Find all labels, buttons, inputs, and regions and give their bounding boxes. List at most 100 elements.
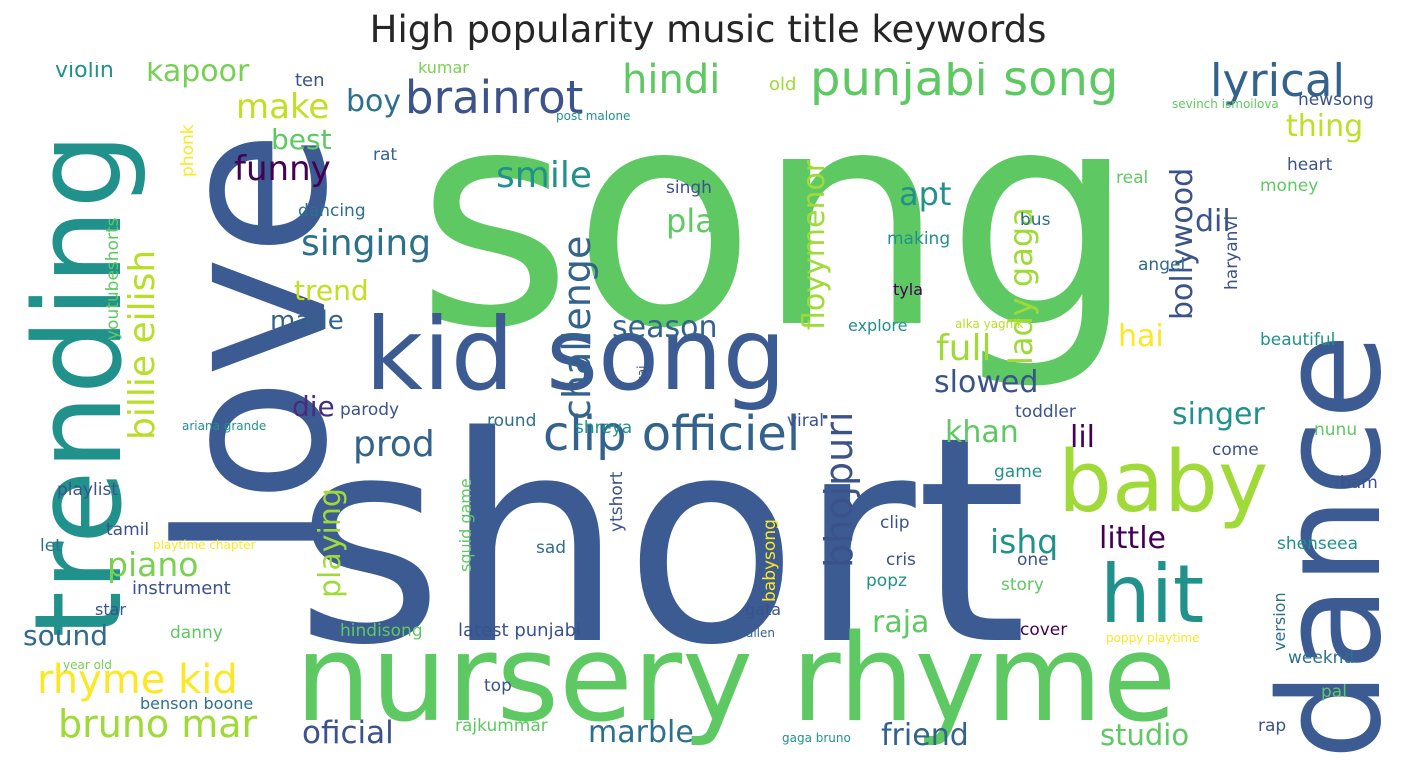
word-latest-punjabi: latest punjabi [458,620,582,641]
word-little: little [1099,521,1166,556]
word-hindisong: hindisong [340,621,423,641]
word-lyrical: lyrical [1210,62,1345,107]
word-squid-game: squid game [456,478,475,572]
word-beautiful: beautiful [1260,330,1336,350]
word-funny: funny [234,149,331,189]
word-ishq: ishq [990,522,1059,561]
word-apt: apt [899,175,952,213]
word-hai: hai [1118,319,1164,354]
word-song: song [416,62,1137,394]
word-money: money [1260,176,1319,196]
word-playing: playing [313,488,348,598]
word-marble: marble [588,715,694,750]
word-star: star [95,600,126,619]
word-playtime-chapter: playtime chapter [153,538,256,552]
word-toddler: toddler [1015,402,1076,422]
word-cris: cris [886,550,916,570]
word-clip: clip [880,513,910,533]
word-bam: bam [1340,473,1378,493]
word-studio: studio [1100,718,1190,752]
word-version: version [1270,592,1289,651]
word-punjabi-song: punjabi song [810,62,1119,107]
word-trend: trend [294,274,369,307]
word-game: game [994,462,1043,482]
word-season: season [612,310,718,345]
word-youtubeshorts: youtubeshorts [103,217,123,340]
word-instrument: instrument [132,578,231,599]
word-best: best [271,123,332,156]
word-one: one [1017,550,1049,570]
word-sound: sound [24,619,108,652]
word-haryanvi: haryanvi [1222,215,1242,290]
word-hit: hit [1100,548,1205,641]
word-sad: sad [536,538,567,558]
word-oficial: oficial [302,715,394,751]
word-piano: piano [107,545,199,584]
word-cloud: song short love nursery rhyme kid song dance t… [24,62,1400,762]
word-dancing: dancing [298,201,366,221]
word-bollywood: bollywood [1165,167,1200,320]
word-lil: lil [1070,420,1096,455]
word-challenge: challenge [555,235,599,420]
word-singer: singer [1172,397,1265,432]
word-morgan-wallen: morgan wallen [686,626,775,640]
word-tamil: tamil [106,520,150,540]
word-kai: kai [635,365,649,383]
word-clip-officiel: clip officiel [543,406,801,462]
word-playlist: playlist [57,480,118,500]
word-rap: rap [1258,716,1287,736]
word-billie-eilish: billie eilish [122,249,163,440]
word-cover: cover [1020,620,1068,640]
word-viral: viral [787,411,824,431]
word-phonk: phonk [178,124,198,177]
word-parody: parody [340,400,400,420]
word-prod: prod [353,424,435,465]
word-let: let [40,536,62,556]
word-bus: bus [1020,210,1051,230]
word-poppy-playtime: poppy playtime [1106,631,1200,645]
word-khan: khan [945,415,1019,450]
word-smile: smile [496,155,592,196]
word-round: round [487,411,537,431]
word-nunu: nunu [1314,420,1358,440]
word-ten: ten [295,70,325,91]
word-lady-gaga: lady gaga [1002,207,1040,365]
word-benson-boone: benson boone [140,694,254,713]
word-ytshort: ytshort [607,471,627,532]
word-angel: angel [1138,255,1186,275]
word-danny: danny [170,623,223,643]
word-heart: heart [1287,155,1333,175]
word-dil: dil [1195,204,1231,239]
chart-title: High popularity music title keywords [369,8,1047,51]
word-babysong: babysong [760,519,780,602]
word-rajkummar: rajkummar [455,716,548,736]
word-slowed: slowed [934,365,1039,400]
word-shenseea: shenseea [1277,534,1359,554]
word-year-old: year old [63,658,112,672]
word-kumar: kumar [418,62,469,77]
word-making: making [887,229,951,249]
word-nursery-rhyme: nursery rhyme [295,610,1177,749]
word-post-malone: post malone [556,109,631,123]
word-old: old [769,74,797,95]
word-play: play [666,202,734,240]
word-weeknd: weeknd [1288,648,1355,668]
word-tyla: tyla [893,280,923,299]
word-gaga-bruno: gaga bruno [782,731,851,745]
word-top: top [484,676,512,696]
word-popz: popz [866,571,907,591]
word-kid-song: kid song [365,296,787,413]
word-baby: baby [1058,433,1269,532]
word-sevinch-ismoilova: sevinch ismoilova [1172,97,1279,111]
word-rhyme-kid: rhyme kid [37,657,238,703]
word-story: story [1001,575,1044,595]
word-shreya: shreya [575,418,633,438]
word-newsong: newsong [1298,90,1374,110]
word-die: die [292,390,335,423]
word-singing: singing [301,223,432,264]
word-thing: thing [1286,109,1364,144]
word-boy: boy [346,84,402,119]
word-brainrot: brainrot [405,71,584,124]
word-made: made [270,306,344,336]
word-floyymenor: floyymenor [797,159,832,330]
